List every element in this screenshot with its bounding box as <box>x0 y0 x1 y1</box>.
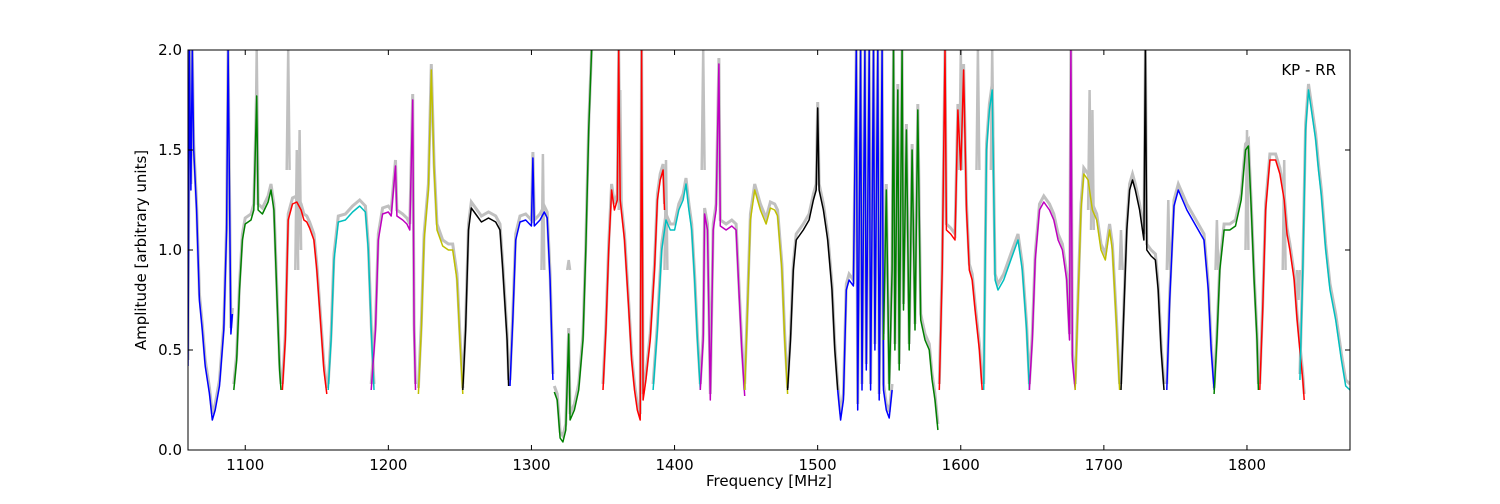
background-peak-5 <box>565 259 572 271</box>
y-axis-label: Amplitude [arbitrary units] <box>132 150 150 350</box>
x-tick-label: 1600 <box>942 456 980 474</box>
x-tick-label: 1500 <box>799 456 837 474</box>
series-line-15 <box>882 50 939 431</box>
series-line-6 <box>462 207 510 391</box>
series-line-19 <box>1074 173 1121 391</box>
ticks-layer: 1100 1200 1300 1400 1500 1600 1700 1800 0.0 0.5 1.… <box>158 41 1350 474</box>
background-peak-20 <box>1295 269 1302 301</box>
background-peak-4 <box>540 153 546 271</box>
series-line-1 <box>233 95 282 391</box>
y-tick-label: 1.5 <box>158 141 182 159</box>
background-peak-8 <box>700 50 706 171</box>
background-peak-17 <box>1214 219 1220 271</box>
series-line-7 <box>509 157 554 387</box>
background-peak-1 <box>285 50 291 171</box>
series-line-21 <box>1166 189 1215 391</box>
annotation-label: KP - RR <box>1281 61 1336 79</box>
series-line-20 <box>1120 50 1165 391</box>
x-axis-label: Frequency [MHz] <box>706 472 832 490</box>
series-line-13 <box>786 107 839 391</box>
series-line-23 <box>1259 159 1305 401</box>
x-tick-label: 1100 <box>226 456 264 474</box>
y-tick-label: 0.0 <box>158 441 182 459</box>
background-series-0 <box>188 50 234 415</box>
series-line-17 <box>982 89 1031 391</box>
x-tick-label: 1400 <box>655 456 693 474</box>
series-line-24 <box>1299 89 1350 391</box>
series-line-14 <box>836 50 893 421</box>
series-line-16 <box>938 50 983 391</box>
background-peak-14 <box>1089 109 1096 231</box>
y-tick-label: 1.0 <box>158 241 182 259</box>
x-tick-label: 1700 <box>1085 456 1123 474</box>
background-peak-19 <box>1281 159 1287 271</box>
series-line-10 <box>652 183 702 391</box>
background-peak-3 <box>296 129 303 251</box>
series-line-4 <box>370 99 417 391</box>
background-series-2 <box>280 194 329 389</box>
background-peak-18 <box>1244 129 1250 251</box>
background-peak-11 <box>975 50 981 171</box>
series-line-5 <box>417 69 464 395</box>
x-tick-label: 1300 <box>512 456 550 474</box>
background-peak-16 <box>1165 199 1171 271</box>
y-tick-label: 2.0 <box>158 41 182 59</box>
series-line-2 <box>281 201 328 395</box>
background-peak-7 <box>663 159 669 271</box>
background-peak-15 <box>1118 229 1124 271</box>
series-line-8 <box>553 50 593 443</box>
series-line-22 <box>1213 145 1260 395</box>
series-line-18 <box>1028 50 1076 391</box>
background-series-6 <box>461 198 511 385</box>
series-line-11 <box>699 63 746 401</box>
x-tick-label: 1200 <box>369 456 407 474</box>
background-series-7 <box>508 151 555 381</box>
background-series-13 <box>786 101 840 385</box>
y-tick-label: 0.5 <box>158 341 182 359</box>
series-line-12 <box>743 189 789 395</box>
series-line-9 <box>602 50 666 421</box>
x-tick-label: 1800 <box>1228 456 1266 474</box>
series-layer <box>188 50 1350 443</box>
series-line-3 <box>327 205 375 391</box>
plot-frame <box>187 49 1351 451</box>
series-line-0 <box>188 50 234 421</box>
